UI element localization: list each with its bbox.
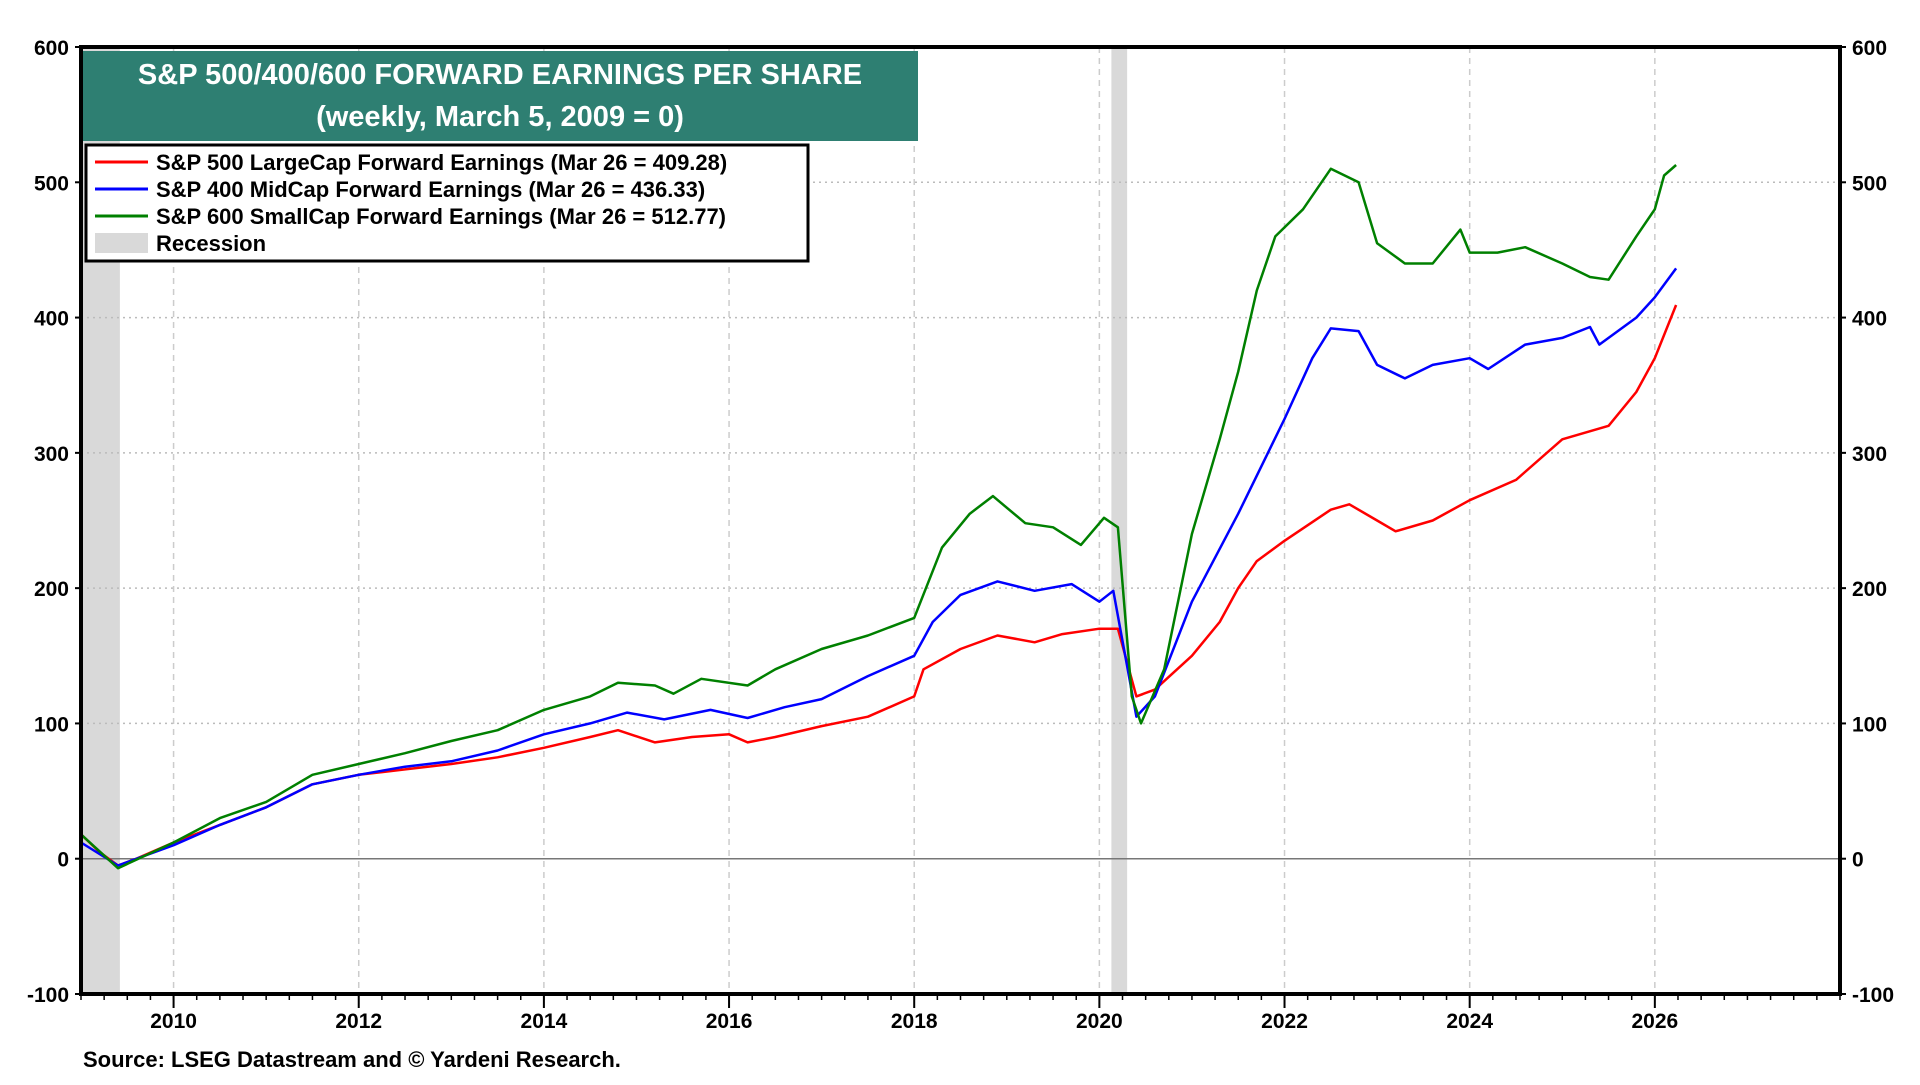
y-tick-label-right: 600 <box>1852 37 1887 60</box>
series-lines <box>80 164 1678 870</box>
x-tick-label: 2014 <box>521 1010 568 1033</box>
y-tick-label-right: 100 <box>1852 713 1887 736</box>
y-tick-label-right: 500 <box>1852 172 1887 195</box>
series-line <box>80 164 1677 870</box>
axes: -100 -100 0 0 100 100 200 200 300 300 400 400 500 500… <box>27 37 1894 1033</box>
y-tick-label-left: 300 <box>34 443 69 466</box>
legend-label: Recession <box>156 231 266 256</box>
title-box: S&P 500/400/600 FORWARD EARNINGS PER SHA… <box>83 51 918 141</box>
x-tick-label: 2018 <box>891 1010 938 1033</box>
y-tick-label-right: 300 <box>1852 443 1887 466</box>
source-note: Source: LSEG Datastream and © Yardeni Re… <box>83 1047 621 1072</box>
y-tick-label-left: 100 <box>34 713 69 736</box>
y-tick-label-left: 0 <box>57 849 69 872</box>
legend-label: S&P 600 SmallCap Forward Earnings (Mar 2… <box>156 204 726 229</box>
y-tick-label-right: 200 <box>1852 578 1887 601</box>
y-tick-label-left: -100 <box>27 984 69 1007</box>
y-tick-label-right: 0 <box>1852 849 1864 872</box>
x-tick-label: 2024 <box>1446 1010 1493 1033</box>
x-tick-label: 2016 <box>706 1010 753 1033</box>
x-tick-label: 2010 <box>150 1010 197 1033</box>
legend: S&P 500 LargeCap Forward Earnings (Mar 2… <box>84 143 810 263</box>
chart-subtitle: (weekly, March 5, 2009 = 0) <box>316 101 684 133</box>
y-tick-label-left: 600 <box>34 37 69 60</box>
x-tick-label: 2022 <box>1261 1010 1308 1033</box>
x-tick-label: 2020 <box>1076 1010 1123 1033</box>
y-tick-label-right: -100 <box>1852 984 1894 1007</box>
x-tick-label: 2012 <box>335 1010 382 1033</box>
recession-band <box>1111 47 1128 994</box>
y-tick-label-left: 500 <box>34 172 69 195</box>
series-line <box>80 267 1678 867</box>
y-tick-label-right: 400 <box>1852 308 1887 331</box>
legend-label: S&P 400 MidCap Forward Earnings (Mar 26 … <box>156 177 705 202</box>
y-tick-label-left: 200 <box>34 578 69 601</box>
x-tick-label: 2026 <box>1631 1010 1678 1033</box>
legend-label: S&P 500 LargeCap Forward Earnings (Mar 2… <box>156 150 727 175</box>
y-tick-label-left: 400 <box>34 308 69 331</box>
legend-swatch-recession <box>95 233 148 253</box>
chart-title: S&P 500/400/600 FORWARD EARNINGS PER SHA… <box>138 59 862 91</box>
